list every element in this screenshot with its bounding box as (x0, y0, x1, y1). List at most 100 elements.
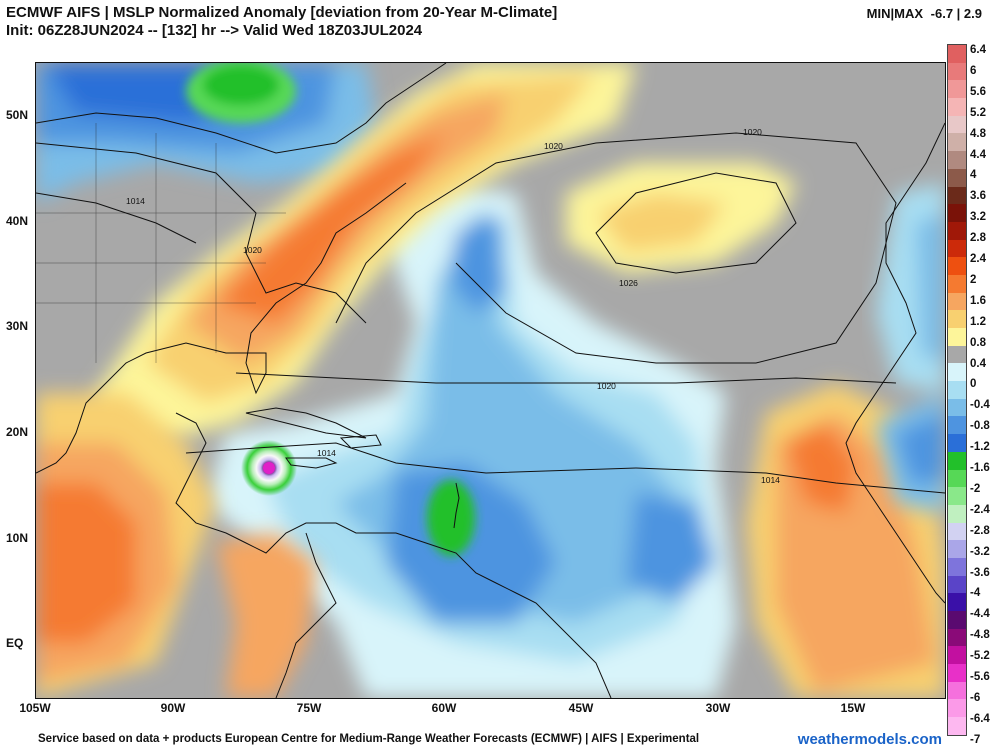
negative-anomaly-field (206, 183, 736, 698)
colorbar-tick-label: -5.2 (970, 650, 990, 663)
anomaly-map: 1020 1020 1026 1020 1014 1014 1014 1020 (35, 62, 946, 699)
isobar-label: 1026 (619, 278, 638, 288)
colorbar-tick-label: -6 (970, 691, 981, 704)
colorbar-swatch (948, 487, 966, 505)
colorbar-swatch (948, 451, 966, 470)
northern-low-green (186, 63, 296, 123)
state-borders (36, 123, 286, 363)
colorbar-tick-label: 6.4 (970, 44, 986, 56)
minmax-value: -6.7 | 2.9 (930, 6, 982, 21)
colorbar-swatch (948, 540, 966, 558)
colorbar-tick-label: 0 (970, 378, 977, 391)
colorbar-swatch (948, 221, 966, 240)
colorbar-tick-label: -0.4 (970, 399, 990, 412)
colorbar-tick-label: -4.4 (970, 608, 990, 621)
colorbar-swatch (948, 363, 966, 382)
colorbar-swatch (948, 664, 966, 682)
lat-label: EQ (6, 636, 24, 650)
colorbar-tick-label: -7 (970, 733, 981, 746)
colorbar-swatch (948, 80, 966, 99)
colorbar-tick-label: -1.2 (970, 441, 990, 454)
colorbar-swatch (948, 274, 966, 293)
colorbar-tick-label: 4.4 (970, 148, 986, 161)
colorbar-swatch (948, 628, 966, 647)
colorbar-tick-label: -2.4 (970, 503, 990, 516)
positive-anomaly-atlantic (566, 163, 796, 273)
colorbar-swatch (948, 504, 966, 523)
colorbar-tick-label: 3.2 (970, 211, 986, 224)
lon-label: 90W (160, 701, 186, 715)
colorbar-swatch (948, 522, 966, 541)
lat-label: 40N (6, 214, 29, 228)
lat-label: 30N (6, 319, 29, 333)
colorbar-swatch (948, 115, 966, 134)
colorbar-tick-label: -4.8 (970, 629, 990, 642)
isobar-label: 1020 (243, 245, 262, 255)
colorbar-swatch (948, 646, 966, 665)
lon-label: 60W (431, 701, 457, 715)
colorbar-tick-label: -3.2 (970, 545, 990, 558)
colorbar-swatch (948, 717, 966, 735)
colorbar-tick-label: 1.6 (970, 294, 986, 307)
minmax-label: MIN|MAX (866, 6, 924, 21)
lat-label: 10N (6, 531, 29, 545)
colorbar-tick-label: -3.6 (970, 566, 990, 579)
coastlines (36, 63, 945, 698)
colorbar-swatch (948, 611, 966, 629)
colorbar-swatch (948, 681, 966, 700)
lon-label: 15W (840, 701, 866, 715)
lat-label: 20N (6, 425, 29, 439)
colorbar-swatch (948, 45, 966, 63)
colorbar-swatch (948, 204, 966, 222)
lon-label: 75W (296, 701, 322, 715)
isobar-label: 1014 (761, 475, 780, 485)
lon-label: 45W (568, 701, 594, 715)
colorbar-swatch (948, 381, 966, 399)
colorbar-swatch (948, 699, 966, 718)
colorbar-swatch (948, 62, 966, 81)
lon-label: 105W (19, 701, 51, 715)
chart-title: ECMWF AIFS | MSLP Normalized Anomaly [de… (6, 4, 558, 21)
colorbar-swatch (948, 292, 966, 311)
colorbar-tick-label: 0.4 (970, 357, 986, 370)
colorbar-swatch (948, 345, 966, 364)
colorbar-tick-label: -1.6 (970, 462, 990, 474)
brand-link[interactable]: weathermodels.com (797, 731, 942, 748)
colorbar-swatch (948, 257, 966, 275)
colorbar-swatch (948, 469, 966, 488)
colorbar-tick-label: 0.8 (970, 336, 986, 349)
colorbar-swatch (948, 151, 966, 169)
colorbar-tick-label: -0.8 (970, 420, 990, 433)
caribbean-low-green (427, 480, 475, 556)
colorbar-tick-label: 5.2 (970, 106, 986, 119)
isobars (36, 132, 945, 494)
colorbar-swatch (948, 186, 966, 205)
colorbar-swatch (948, 328, 966, 346)
colorbar-tick-label: 4 (970, 169, 977, 182)
colorbar-swatch (948, 416, 966, 435)
minmax-readout: MIN|MAX -6.7 | 2.9 (863, 6, 982, 21)
colorbar-tick-label: 5.6 (970, 85, 986, 98)
colorbar (947, 44, 967, 736)
colorbar-swatch (948, 575, 966, 594)
colorbar-tick-label: 2.4 (970, 253, 986, 265)
isobar-label: 1014 (126, 196, 145, 206)
colorbar-tick-label: 6 (970, 64, 977, 77)
colorbar-tick-label: 2 (970, 273, 977, 286)
colorbar-tick-label: -5.6 (970, 671, 990, 683)
isobar-label: 1020 (544, 141, 563, 151)
colorbar-tick-label: -2.8 (970, 524, 990, 537)
lon-label: 30W (705, 701, 731, 715)
colorbar-tick-label: 1.2 (970, 315, 986, 328)
colorbar-swatch (948, 168, 966, 187)
colorbar-tick-label: 3.6 (970, 190, 986, 203)
colorbar-tick-label: -2 (970, 482, 981, 495)
colorbar-tick-label: 4.8 (970, 127, 986, 140)
colorbar-tick-label: -6.4 (970, 712, 990, 725)
colorbar-swatch (948, 133, 966, 152)
map-canvas: 1020 1020 1026 1020 1014 1014 1014 1020 (36, 63, 945, 698)
isobar-label: 1020 (597, 381, 616, 391)
lat-label: 50N (6, 108, 29, 122)
colorbar-swatch (948, 593, 966, 611)
negative-anomaly-east (876, 183, 945, 513)
